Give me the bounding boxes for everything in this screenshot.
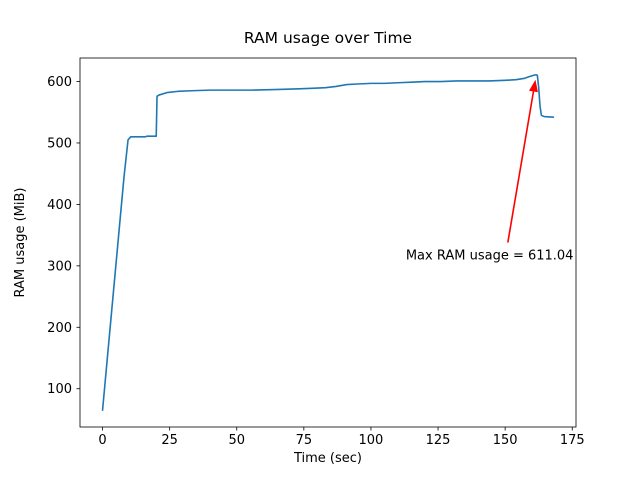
x-tick-label: 150 bbox=[493, 433, 518, 448]
y-tick-label: 300 bbox=[47, 259, 72, 274]
annotation-text: Max RAM usage = 611.04 bbox=[406, 249, 574, 264]
y-tick-label: 500 bbox=[47, 136, 72, 151]
y-tick-label: 600 bbox=[47, 75, 72, 90]
chart-title: RAM usage over Time bbox=[244, 29, 412, 47]
ram-usage-line bbox=[101, 73, 555, 412]
x-tick-label: 25 bbox=[161, 433, 178, 448]
y-axis-label: RAM usage (MiB) bbox=[13, 188, 28, 298]
x-tick-label: 75 bbox=[296, 433, 313, 448]
annotation-arrow-head bbox=[529, 79, 538, 93]
axes-spines bbox=[79, 57, 577, 428]
x-tick-label: 0 bbox=[98, 433, 106, 448]
x-tick-label: 175 bbox=[560, 433, 585, 448]
x-axis-label: Time (sec) bbox=[293, 451, 362, 466]
x-tick-label: 125 bbox=[426, 433, 451, 448]
y-tick-label: 400 bbox=[47, 198, 72, 213]
y-tick-label: 100 bbox=[47, 382, 72, 397]
x-tick-label: 100 bbox=[359, 433, 384, 448]
x-tick-label: 50 bbox=[228, 433, 245, 448]
annotation-arrow-shaft bbox=[507, 91, 535, 243]
y-tick-label: 200 bbox=[47, 321, 72, 336]
